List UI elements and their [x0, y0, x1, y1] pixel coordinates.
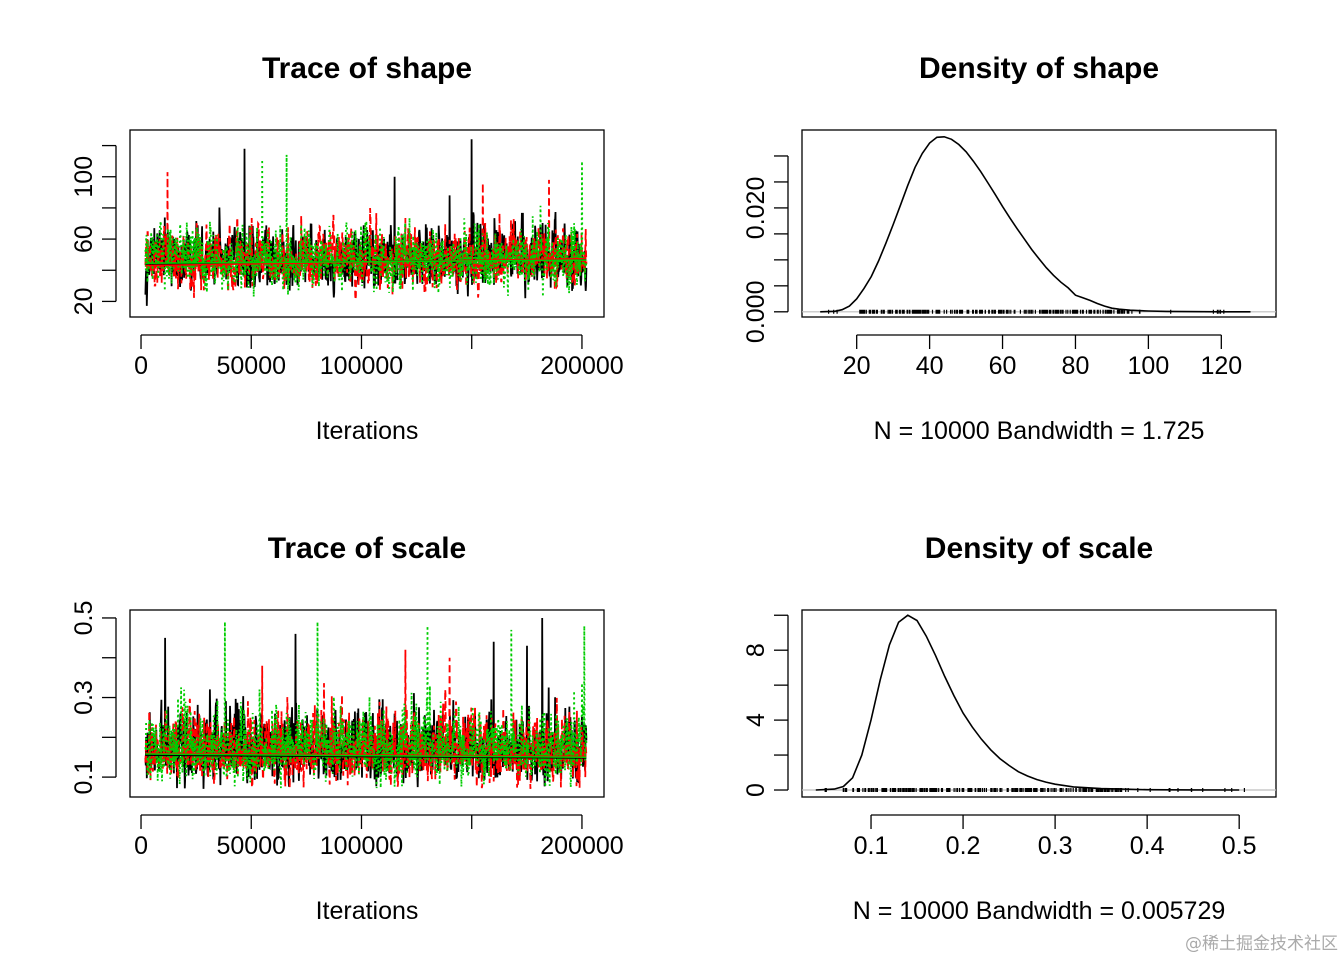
- trace-shape-xlabel: Iterations: [316, 417, 419, 445]
- density-shape-panel: Density of shape 20 40 60 80 100 120 0.000 0.02…: [742, 52, 1277, 445]
- trace-scale-xlabel: Iterations: [316, 897, 419, 925]
- trace-shape-x-tick-label: 100000: [320, 352, 403, 380]
- trace-scale-y-tick-label: 0.3: [70, 680, 98, 715]
- trace-shape-plot: 0 50000 100000 200000 20 60 100: [70, 129, 624, 380]
- density-scale-x-tick-label: 0.4: [1130, 832, 1165, 860]
- trace-shape-y-tick-label: 60: [70, 225, 98, 253]
- density-shape-curve: [820, 135, 1251, 313]
- trace-shape-panel: Trace of shape 0 50000 100000 200000 20 60 100…: [70, 52, 624, 445]
- density-scale-x-tick-label: 0.2: [946, 832, 981, 860]
- trace-shape-y-tick-label: 100: [70, 156, 98, 198]
- trace-scale-plot: 0 50000 100000 200000 0.1 0.3 0.5: [70, 601, 624, 860]
- density-scale-panel: Density of scale 0.1 0.2 0.3 0.4 0.5 0 4 8 N = …: [742, 532, 1277, 925]
- density-scale-y-tick-label: 0: [742, 783, 770, 797]
- density-shape-frame: [801, 129, 1277, 318]
- density-scale-plot: 0.1 0.2 0.3 0.4 0.5 0 4 8: [742, 609, 1277, 860]
- trace-scale-panel: Trace of scale 0 50000 100000 2000000.10.30…: [70, 532, 624, 925]
- trace-shape-frame: [129, 129, 605, 318]
- trace-scale-chain-3-line: [144, 621, 588, 789]
- trace-shape-title: Trace of shape: [262, 52, 472, 85]
- trace-shape-running-mean-3: [145, 259, 587, 264]
- trace-scale-y-tick-label: 0.1: [70, 760, 98, 795]
- density-shape-x-tick-label: 80: [1062, 352, 1090, 380]
- trace-shape-x-tick-label: 0: [134, 352, 148, 380]
- trace-scale-x-tick-label: 200000: [540, 832, 623, 860]
- trace-scale-x-tick-label: 50000: [216, 832, 286, 860]
- trace-scale-y-tick-label: 0.5: [70, 601, 98, 636]
- density-shape-y-tick-label: 0.020: [742, 177, 770, 240]
- trace-shape-chain-3-line: [144, 154, 588, 297]
- density-scale-frame: [801, 609, 1277, 798]
- trace-scale-running-mean-3: [145, 753, 587, 758]
- density-shape-rug: [828, 309, 1225, 314]
- density-scale-xlabel: N = 10000 Bandwidth = 0.005729: [853, 897, 1226, 925]
- trace-scale-x-tick-label: 100000: [320, 832, 403, 860]
- trace-scale-frame: [129, 609, 605, 798]
- density-shape-title: Density of shape: [919, 52, 1159, 85]
- density-shape-y-tick-label: 0.000: [742, 281, 770, 344]
- trace-scale-running-mean-2: [145, 752, 587, 758]
- density-scale-y-tick-label: 4: [742, 713, 770, 727]
- density-scale-x-tick-label: 0.3: [1038, 832, 1073, 860]
- density-shape-x-tick-label: 20: [843, 352, 871, 380]
- density-scale-y-tick-label: 8: [742, 643, 770, 657]
- density-shape-x-tick-label: 60: [989, 352, 1017, 380]
- density-shape-xlabel: N = 10000 Bandwidth = 1.725: [874, 417, 1205, 445]
- trace-shape-x-tick-label: 50000: [216, 352, 286, 380]
- trace-scale-title: Trace of scale: [268, 532, 466, 565]
- trace-scale-running-mean-1: [145, 754, 587, 759]
- trace-scale-x-tick-label: 0: [134, 832, 148, 860]
- density-shape-x-tick-label: 40: [916, 352, 944, 380]
- density-shape-x-tick-label: 120: [1200, 352, 1242, 380]
- density-shape-x-tick-label: 100: [1128, 352, 1170, 380]
- trace-shape-x-tick-label: 200000: [540, 352, 623, 380]
- trace-shape-y-tick-label: 20: [70, 288, 98, 316]
- density-shape-plot: 20 40 60 80 100 120 0.000 0.020: [742, 129, 1277, 380]
- density-scale-curve: [815, 614, 1240, 791]
- density-scale-x-tick-label: 0.1: [854, 832, 889, 860]
- density-scale-x-tick-label: 0.5: [1222, 832, 1257, 860]
- density-scale-title: Density of scale: [925, 532, 1153, 565]
- watermark: @稀土掘金技术社区: [1185, 934, 1338, 954]
